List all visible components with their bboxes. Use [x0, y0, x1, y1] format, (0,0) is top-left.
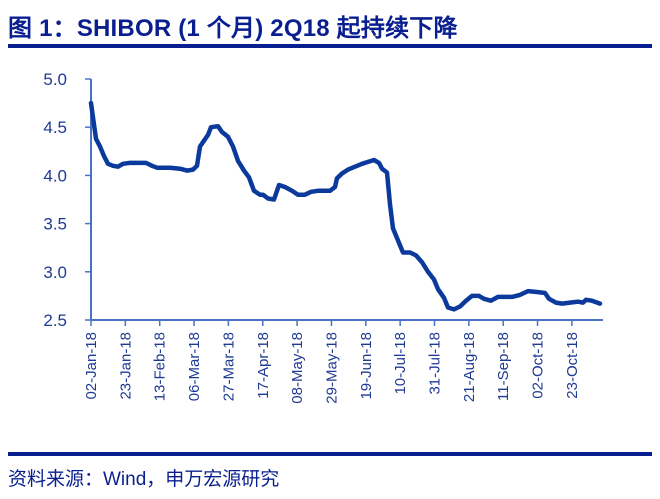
x-tick-label: 13-Feb-18: [152, 332, 169, 401]
x-tick-label: 08-May-18: [289, 332, 306, 404]
x-tick-label: 11-Sep-18: [495, 332, 512, 401]
x-tick-label: 23-Jan-18: [117, 332, 134, 400]
x-tick-label: 17-Apr-18: [255, 332, 272, 399]
y-tick-label: 3.0: [43, 263, 67, 282]
x-tick-label: 02-Jan-18: [83, 332, 100, 400]
x-tick-label: 02-Oct-18: [530, 332, 547, 399]
y-tick-label: 4.0: [43, 166, 67, 185]
y-tick-label: 5.0: [43, 70, 67, 89]
x-tick-label: 19-Jun-18: [358, 332, 375, 400]
x-axis: 02-Jan-18 23-Jan-18 13-Feb-18 06-Mar-18 27-M…: [83, 319, 603, 404]
x-tick-label: 21-Aug-18: [461, 332, 478, 402]
x-tick-label: 27-Mar-18: [220, 332, 237, 401]
x-tick-label: 23-Oct-18: [564, 332, 581, 399]
figure-title: 图 1：SHIBOR (1 个月) 2Q18 起持续下降: [8, 15, 458, 42]
x-tick-label: 10-Jul-18: [392, 332, 409, 395]
y-tick-label: 4.5: [43, 118, 67, 137]
x-tick-label: 29-May-18: [323, 332, 340, 404]
source-note: 资料来源：Wind，申万宏源研究: [8, 469, 280, 490]
x-tick-label: 31-Jul-18: [427, 332, 444, 395]
x-tick-label: 06-Mar-18: [186, 332, 203, 401]
y-tick-label: 3.5: [43, 215, 67, 234]
y-tick-label: 2.5: [43, 311, 67, 330]
y-axis: 5.0 4.5 4.0 3.5 3.0 2.5: [43, 70, 92, 330]
source-divider: [8, 452, 652, 456]
shibor-line: [88, 100, 603, 312]
title-divider: [8, 44, 652, 48]
